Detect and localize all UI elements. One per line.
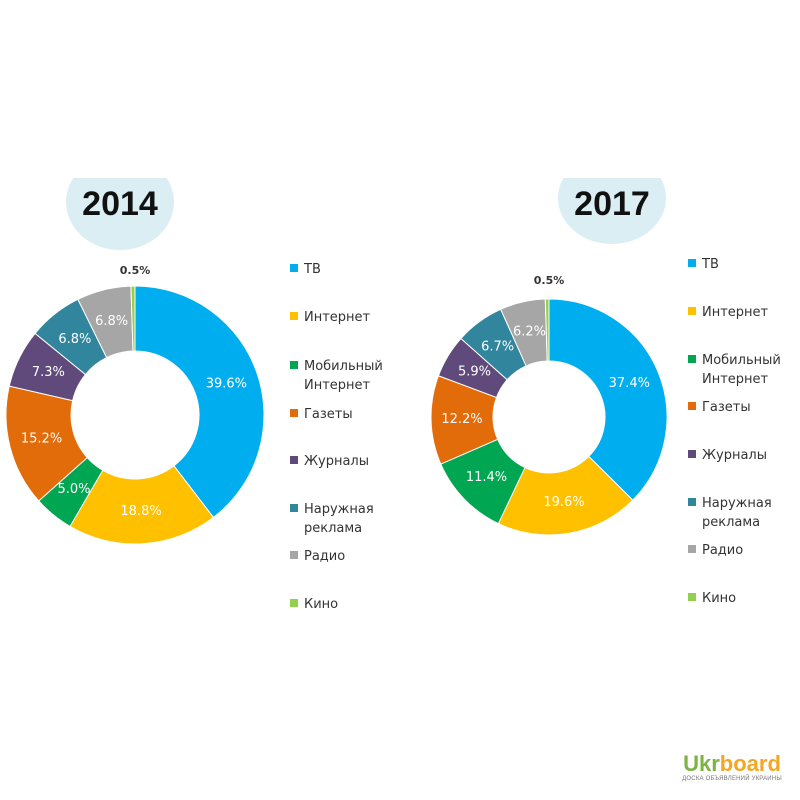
legend-swatch-mobile [688,355,696,363]
legend-swatch-magazines [290,456,298,464]
slice-internet [497,455,634,536]
legend-swatch-cinema [290,599,298,607]
slice-label-newspapers: 12.2% [441,412,482,427]
slice-internet [69,465,215,545]
legend-swatch-outdoor [688,498,696,506]
year-badge [558,178,666,244]
legend-label-magazines: Журналы [702,448,767,463]
legend-label-outdoor: реклама [304,521,362,536]
legend-swatch-newspapers [290,409,298,417]
year-badge [66,178,174,250]
slice-label-cinema: 0.5% [120,264,151,277]
donut-charts: 2014 39.6% 18.8% 5.0% 15.2% 7.3% 6.8% 6.8% 0.5% Т… [5,178,781,612]
slice-cinema [130,285,136,352]
watermark-tagline: ДОСКА ОБЪЯВЛЕНИЙ УКРАИНЫ [682,776,782,782]
legend-label-magazines: Журналы [304,454,369,469]
chart-panel: 2014 39.6% 18.8% 5.0% 15.2% 7.3% 6.8% 6.8% 0.5% Т… [0,178,800,618]
legend-label-tv: ТВ [303,262,321,277]
legend-swatch-tv [688,259,696,267]
slice-label-outdoor: 6.7% [481,339,514,354]
slice-cinema [544,298,550,362]
slice-label-radio: 6.8% [95,314,128,329]
legend-swatch-radio [688,545,696,553]
watermark-logo: Ukrboard [676,753,788,775]
legend-swatch-tv [290,264,298,272]
legend-swatch-outdoor [290,504,298,512]
legend-label-newspapers: Газеты [304,407,353,422]
legend-label-mobile: Интернет [702,372,769,387]
donut-chart-2014: 2014 39.6% 18.8% 5.0% 15.2% 7.3% 6.8% 6.8% 0.5% Т… [5,178,383,612]
legend-label-newspapers: Газеты [702,400,751,415]
chart-title: 2017 [574,185,650,223]
legend-swatch-internet [290,312,298,320]
slice-label-outdoor: 6.8% [58,332,91,347]
slice-label-mobile: 5.0% [57,482,90,497]
watermark-brand-right: board [719,751,781,776]
legend-label-internet: Интернет [304,310,371,325]
slice-label-magazines: 5.9% [458,365,491,380]
legend-label-outdoor: Наружная [304,502,374,517]
watermark-brand-left: Ukr [683,751,720,776]
legend-label-radio: Радио [702,543,743,558]
slice-label-radio: 6.2% [513,325,546,340]
slice-label-tv: 37.4% [609,376,650,391]
legend-label-tv: ТВ [701,257,719,272]
legend-label-radio: Радио [304,549,345,564]
legend-swatch-internet [688,307,696,315]
chart-title: 2014 [82,185,158,223]
legend-label-mobile: Мобильный [304,359,383,374]
slice-label-internet: 19.6% [543,495,584,510]
legend-label-cinema: Кино [304,597,338,612]
slice-label-tv: 39.6% [206,377,247,392]
legend-label-mobile: Мобильный [702,353,781,368]
legend-label-outdoor: Наружная [702,496,772,511]
slice-label-mobile: 11.4% [466,470,507,485]
slice-tv [134,285,265,519]
legend-swatch-newspapers [688,402,696,410]
legend-label-mobile: Интернет [304,378,371,393]
ukrboard-watermark: Ukrboard ДОСКА ОБЪЯВЛЕНИЙ УКРАИНЫ [676,753,788,789]
legend-swatch-mobile [290,361,298,369]
legend-swatch-radio [290,551,298,559]
slice-label-internet: 18.8% [120,504,161,519]
slice-tv [548,298,668,501]
legend-label-internet: Интернет [702,305,769,320]
slice-label-magazines: 7.3% [32,365,65,380]
donut-chart-2017: 2017 37.4% 19.6% 11.4% 12.2% 5.9% 6.7%6.2% 0.5%… [430,178,781,606]
legend-swatch-magazines [688,450,696,458]
legend-swatch-cinema [688,593,696,601]
legend-label-outdoor: реклама [702,515,760,530]
slice-label-newspapers: 15.2% [21,431,62,446]
legend-label-cinema: Кино [702,591,736,606]
slice-label-cinema: 0.5% [534,274,565,287]
